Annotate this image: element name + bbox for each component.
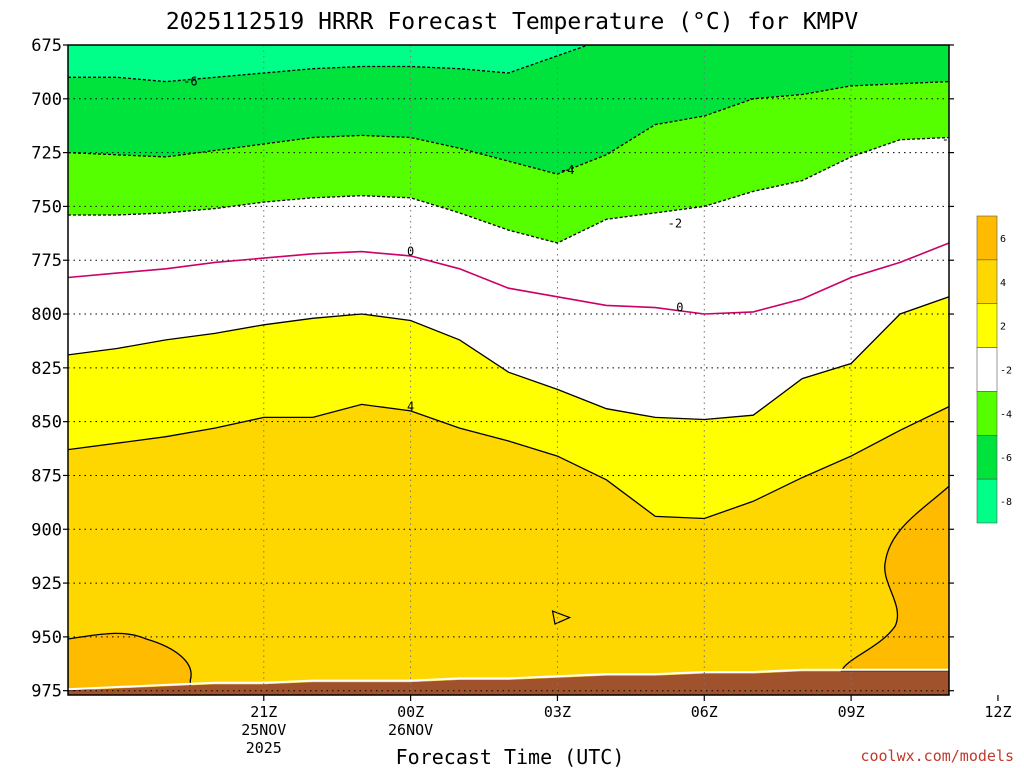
small-closed-contour <box>551 610 572 625</box>
y-tick-label: 675 <box>31 36 62 56</box>
ground-layer <box>68 671 949 695</box>
x-axis-title: Forecast Time (UTC) <box>396 745 625 768</box>
colorbar-label: 6 <box>1000 234 1006 245</box>
y-tick-label: 750 <box>31 197 62 217</box>
colorbar-label: 2 <box>1000 322 1006 333</box>
colorbar-label: -2 <box>1000 366 1012 377</box>
contour-line-4 <box>68 403 949 520</box>
colorbar-label: -4 <box>1000 409 1012 420</box>
contour-label: 0 <box>676 301 683 315</box>
y-tick-label: 900 <box>31 520 62 540</box>
plot-area: -6 -4 -2 -2 0 0 4 <box>68 45 956 695</box>
y-tick-label: 850 <box>31 413 62 433</box>
grid-lines <box>68 45 949 695</box>
chart-title: 2025112519 HRRR Forecast Temperature (°C… <box>166 9 859 35</box>
y-tick-label: 700 <box>31 90 62 110</box>
fill-band-minus6-minus4 <box>68 45 949 175</box>
ground-edge <box>68 668 949 691</box>
fill-band-minus4-minus2 <box>68 81 949 243</box>
colorbar-segment <box>976 347 998 392</box>
colorbar-segment <box>976 434 998 480</box>
y-tick-label: 875 <box>31 466 62 486</box>
y-tick-label: 775 <box>31 251 62 271</box>
fill-band-minus2-2 <box>68 137 949 420</box>
warm-pocket-early <box>68 632 192 692</box>
colorbar: 6 4 2 -2 -4 -6 -8 <box>976 215 1012 524</box>
plot-fill-group: -6 -4 -2 -2 0 0 4 <box>68 45 956 695</box>
contour-line-2 <box>68 296 949 421</box>
fill-band-lt-minus6 <box>68 45 588 82</box>
x-tick-label: 12Z <box>984 703 1011 721</box>
colorbar-segment <box>976 259 998 305</box>
x-tick-label: 21Z 25NOV 2025 <box>241 703 286 757</box>
contour-label: 4 <box>407 400 414 414</box>
colorbar-label: -8 <box>1000 497 1012 508</box>
contour-line-0 <box>68 242 949 315</box>
fill-band-4-6 <box>68 404 949 691</box>
contour-label: -6 <box>183 75 197 89</box>
contour-label: 0 <box>407 245 414 259</box>
x-tick-label: 06Z <box>691 703 718 721</box>
colorbar-segment <box>976 303 998 348</box>
fill-band-2-4 <box>68 296 949 519</box>
contour-label: -2 <box>942 133 956 147</box>
plot-frame <box>67 44 950 696</box>
y-tick-label: 825 <box>31 359 62 379</box>
colorbar-segment <box>976 215 998 261</box>
y-tick-label: 800 <box>31 305 62 325</box>
credit-text: coolwx.com/models <box>860 747 1014 765</box>
contour-label: -4 <box>560 163 574 177</box>
contour-line-minus4 <box>68 80 949 175</box>
colorbar-label: 4 <box>1000 278 1006 289</box>
x-tick-label: 09Z <box>838 703 865 721</box>
x-tick-label: 00Z 26NOV <box>388 703 433 739</box>
y-tick-label: 925 <box>31 574 62 594</box>
x-tick-label: 03Z <box>544 703 571 721</box>
contour-line-minus2 <box>68 136 949 244</box>
contour-label: -2 <box>668 217 682 231</box>
colorbar-segment <box>976 478 998 524</box>
axes: 675 700 725 750 775 800 825 850 875 900 925 950 975 2… <box>31 36 1011 757</box>
colorbar-segment <box>976 391 998 436</box>
warm-pocket-late <box>840 485 949 672</box>
colorbar-label: -6 <box>1000 453 1012 464</box>
y-tick-label: 950 <box>31 628 62 648</box>
y-tick-label: 725 <box>31 144 62 164</box>
y-tick-label: 975 <box>31 682 62 702</box>
